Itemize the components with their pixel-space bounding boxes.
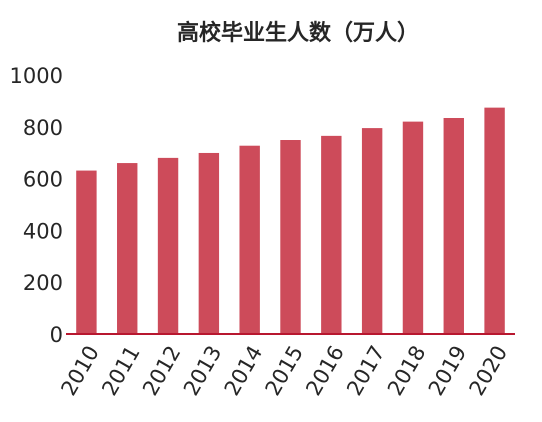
x-tick-label: 2016 — [301, 342, 349, 400]
x-tick-label: 2018 — [383, 342, 431, 400]
bar-2018 — [402, 121, 424, 335]
bar-2012 — [157, 157, 179, 334]
y-axis-ticks: 0 200 400 600 800 1000 — [10, 64, 63, 347]
x-tick-label: 2017 — [342, 342, 390, 400]
bar-2011 — [117, 163, 138, 334]
y-tick-label: 0 — [50, 323, 63, 347]
bar-2017 — [361, 128, 383, 334]
chart-title: 高校毕业生人数（万人） — [177, 20, 419, 46]
y-tick-label: 600 — [23, 168, 63, 192]
x-tick-label: 2010 — [56, 342, 104, 400]
x-tick-label: 2019 — [424, 341, 472, 399]
x-tick-label: 2011 — [97, 342, 145, 400]
x-tick-label: 2013 — [179, 342, 227, 400]
x-tick-label: 2015 — [261, 342, 309, 400]
y-tick-label: 800 — [23, 116, 63, 140]
bar-2016 — [321, 135, 342, 334]
x-tick-label: 2014 — [220, 342, 268, 400]
y-tick-label: 200 — [23, 271, 63, 295]
bar-2010 — [76, 170, 97, 334]
y-tick-label: 1000 — [10, 64, 63, 88]
bar-2020 — [484, 107, 505, 334]
bar-2019 — [443, 117, 464, 334]
x-tick-label: 2012 — [138, 342, 186, 400]
x-axis-ticks: 2010201120122013201420152016201720182019… — [56, 341, 512, 399]
bar-2014 — [239, 145, 260, 334]
bar-2013 — [198, 152, 220, 334]
y-tick-label: 400 — [23, 219, 63, 243]
bars — [76, 107, 505, 335]
x-tick-label: 2020 — [465, 342, 513, 400]
bar-2015 — [280, 140, 301, 334]
